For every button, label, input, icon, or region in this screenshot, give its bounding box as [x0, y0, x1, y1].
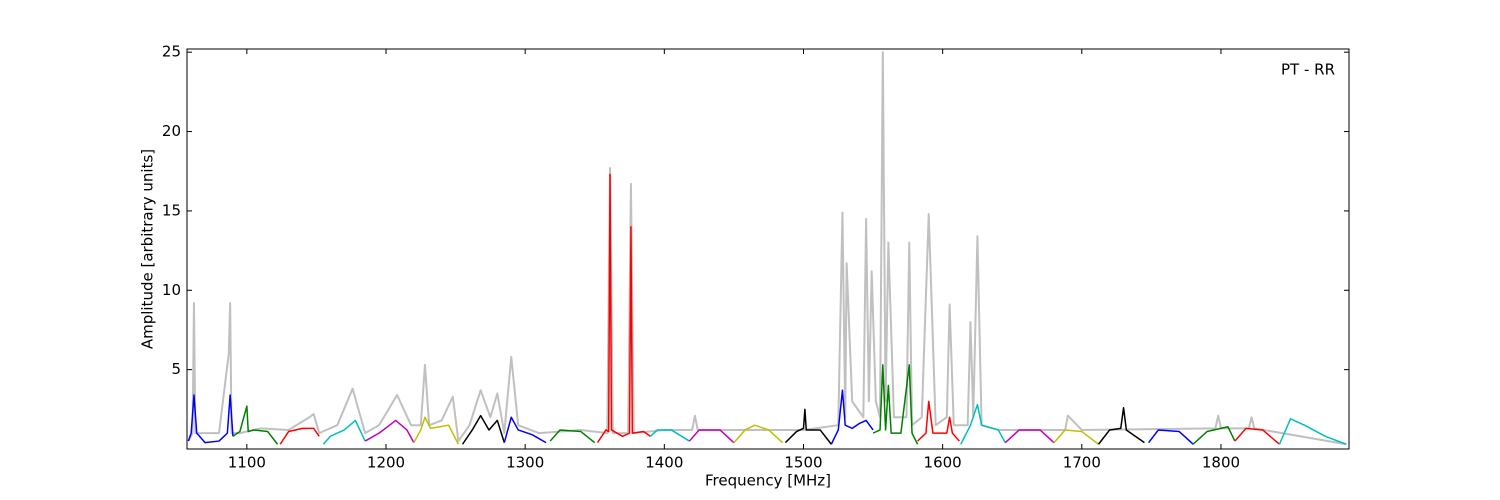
data-line: [187, 394, 234, 444]
x-tick-label: 1400: [645, 454, 683, 472]
data-line: [461, 414, 506, 445]
x-tick-label: 1600: [924, 454, 962, 472]
data-line: [1053, 429, 1099, 445]
y-tick-label: 5: [171, 360, 181, 378]
x-tick-label: 1700: [1063, 454, 1101, 472]
data-line: [232, 405, 279, 445]
y-tick-label: 25: [162, 43, 181, 61]
data-line: [279, 427, 320, 445]
data-line: [784, 408, 832, 445]
y-tick-label: 15: [162, 201, 181, 219]
y-axis-label: Amplitude [arbitrary units]: [139, 149, 157, 349]
data-line: [364, 419, 415, 444]
data-line: [413, 416, 460, 445]
data-line: [733, 424, 784, 444]
axes-frame: [186, 48, 1350, 450]
data-line: [1192, 426, 1236, 445]
y-tick-label: 20: [162, 122, 181, 140]
data-line: [960, 403, 1006, 445]
data-line: [549, 429, 596, 444]
data-line: [649, 429, 690, 442]
x-tick-label: 1800: [1202, 454, 1240, 472]
data-line: [872, 364, 919, 445]
data-line: [1234, 427, 1280, 445]
x-axis-label: Frequency [MHz]: [705, 472, 831, 490]
data-line: [830, 389, 874, 445]
y-tick-label: 10: [162, 281, 181, 299]
x-tick-label: 1200: [367, 454, 405, 472]
x-tick-label: 1100: [228, 454, 266, 472]
plot-area: [187, 51, 1347, 446]
data-line: [1278, 418, 1347, 445]
x-tick-label: 1300: [506, 454, 544, 472]
data-line: [503, 416, 547, 444]
annotation: PT - RR: [1281, 61, 1335, 79]
data-line: [1097, 406, 1145, 445]
data-line: [1148, 429, 1194, 445]
data-line: [596, 173, 651, 444]
x-tick-label: 1500: [784, 454, 822, 472]
data-line: [322, 419, 366, 445]
data-line: [1004, 429, 1055, 444]
data-line: [688, 429, 735, 444]
data-line: [187, 51, 1347, 446]
data-line: [917, 400, 960, 442]
